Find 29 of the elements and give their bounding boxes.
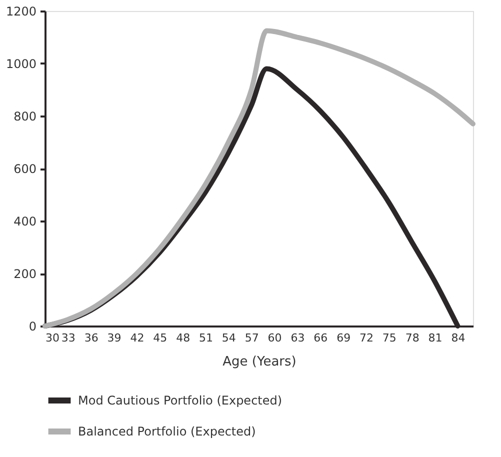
x-tick-label: 57: [244, 332, 259, 344]
x-tick-label: 84: [451, 332, 466, 344]
x-tick-label: 81: [428, 332, 442, 344]
x-tick-label: 33: [61, 332, 76, 344]
x-tick-label: 54: [222, 332, 236, 344]
y-tick-label: 1200: [6, 4, 36, 18]
x-tick-label: 69: [336, 332, 351, 344]
x-tick-label: 30: [46, 332, 60, 344]
x-tick-label: 75: [382, 332, 396, 344]
x-tick-label: 60: [268, 332, 282, 344]
y-tick-label: 200: [14, 267, 36, 281]
legend-label: Mod Cautious Portfolio (Expected): [78, 394, 282, 408]
y-tick-label: 800: [14, 110, 36, 124]
x-tick-label: 66: [314, 332, 328, 344]
x-tick-label: 78: [405, 332, 420, 344]
y-tick-label: 1000: [6, 57, 36, 71]
x-tick-label: 39: [107, 332, 122, 344]
legend-label: Balanced Portfolio (Expected): [78, 424, 256, 438]
y-tick-label: 0: [28, 320, 36, 334]
x-tick-label: 72: [360, 332, 374, 344]
x-tick-label: 36: [84, 332, 98, 344]
x-axis-title: Age (Years): [222, 354, 296, 370]
x-tick-label: 48: [176, 332, 190, 344]
x-tick-label: 42: [130, 332, 144, 344]
x-tick-label: 63: [290, 332, 305, 344]
y-tick-label: 400: [14, 214, 36, 228]
x-tick-label: 45: [153, 332, 168, 344]
x-tick-label: 51: [199, 332, 213, 344]
y-tick-label: 600: [14, 162, 36, 176]
